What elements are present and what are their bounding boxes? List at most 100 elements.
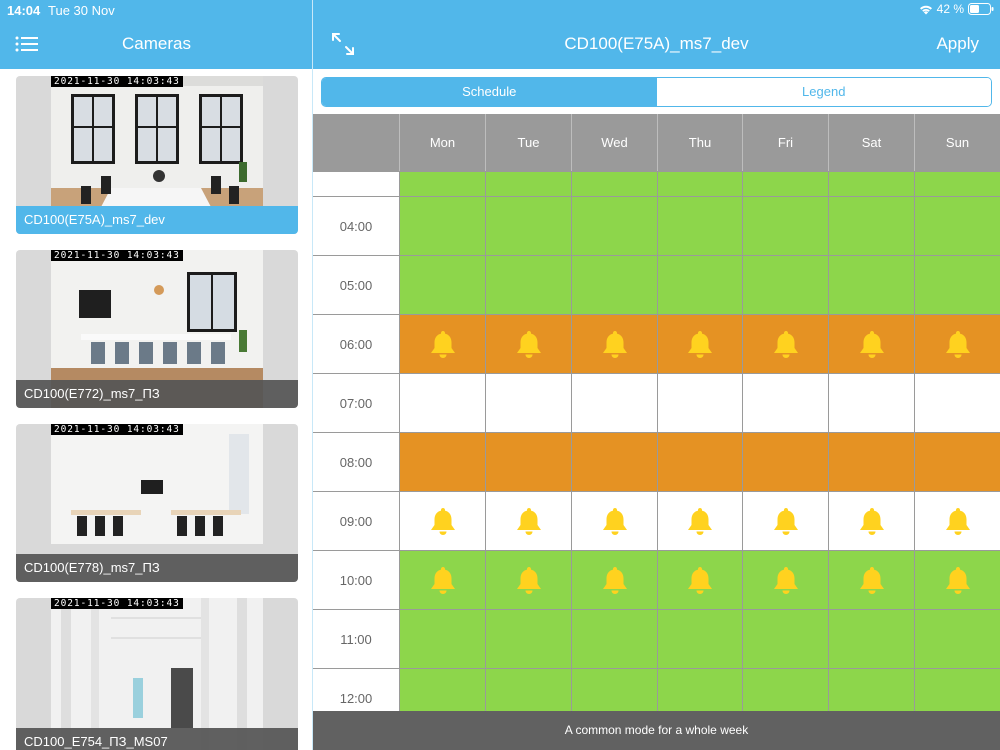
schedule-cell[interactable]: [399, 196, 485, 255]
schedule-pane: 42 % CD100(E75A)_ms7_dev Apply Schedule …: [313, 0, 1000, 750]
schedule-cell[interactable]: [657, 432, 742, 491]
time-label: 08:00: [313, 432, 399, 491]
schedule-cell[interactable]: [657, 314, 742, 373]
schedule-cell[interactable]: [742, 255, 828, 314]
schedule-cell[interactable]: [485, 609, 571, 668]
schedule-cell[interactable]: [742, 550, 828, 609]
schedule-cell[interactable]: [571, 314, 657, 373]
schedule-cell[interactable]: [742, 373, 828, 432]
battery-percent: 42 %: [936, 2, 964, 16]
schedule-cell[interactable]: [914, 550, 1000, 609]
schedule-cell[interactable]: [485, 255, 571, 314]
schedule-cell[interactable]: [485, 171, 571, 196]
schedule-cell[interactable]: [914, 668, 1000, 711]
schedule-cell[interactable]: [914, 314, 1000, 373]
schedule-cell[interactable]: [657, 255, 742, 314]
schedule-cell[interactable]: [399, 609, 485, 668]
list-icon[interactable]: [15, 36, 39, 52]
schedule-cell[interactable]: [657, 491, 742, 550]
schedule-cell[interactable]: [485, 314, 571, 373]
schedule-cell[interactable]: [742, 196, 828, 255]
bell-icon: [859, 567, 884, 594]
schedule-cell[interactable]: [571, 255, 657, 314]
camera-card[interactable]: 2021-11-30 14:03:43 CD100(E772)_ms7_ПЗ: [16, 250, 298, 408]
weekly-mode-button[interactable]: A common mode for a whole week: [313, 711, 1000, 750]
schedule-cell[interactable]: [828, 255, 914, 314]
schedule-cell[interactable]: [657, 609, 742, 668]
schedule-cell[interactable]: [828, 609, 914, 668]
schedule-cell[interactable]: [828, 314, 914, 373]
wifi-icon: [919, 5, 932, 14]
schedule-cell[interactable]: [828, 171, 914, 196]
schedule-cell[interactable]: [828, 550, 914, 609]
schedule-cell[interactable]: [485, 432, 571, 491]
camera-card[interactable]: 2021-11-30 14:03:43 CD100(E778)_ms7_ПЗ: [16, 424, 298, 582]
bell-icon: [602, 508, 627, 535]
schedule-cell[interactable]: [399, 373, 485, 432]
schedule-cell[interactable]: [914, 171, 1000, 196]
schedule-cell[interactable]: [399, 668, 485, 711]
schedule-cell[interactable]: [657, 550, 742, 609]
bell-icon: [516, 331, 541, 358]
schedule-cell[interactable]: [399, 491, 485, 550]
schedule-cell[interactable]: [828, 668, 914, 711]
time-label: 05:00: [313, 255, 399, 314]
time-label: 04:00: [313, 196, 399, 255]
schedule-cell[interactable]: [914, 609, 1000, 668]
schedule-cell[interactable]: [571, 491, 657, 550]
schedule-cell[interactable]: [571, 668, 657, 711]
bell-icon: [859, 508, 884, 535]
schedule-cell[interactable]: [914, 196, 1000, 255]
schedule-cell[interactable]: [828, 196, 914, 255]
schedule-cell[interactable]: [399, 314, 485, 373]
schedule-cell[interactable]: [914, 373, 1000, 432]
schedule-cell[interactable]: [485, 550, 571, 609]
camera-card[interactable]: 2021-11-30 14:03:43 CD100_E754_ПЗ_MS07: [16, 598, 298, 750]
schedule-cell[interactable]: [399, 171, 485, 196]
schedule-cell[interactable]: [571, 171, 657, 196]
schedule-cell[interactable]: [657, 373, 742, 432]
schedule-cell[interactable]: [571, 609, 657, 668]
schedule-cell[interactable]: [657, 196, 742, 255]
schedule-cell[interactable]: [657, 668, 742, 711]
schedule-cell[interactable]: [571, 550, 657, 609]
bell-icon: [602, 567, 627, 594]
day-header-row: Mon Tue Wed Thu Fri Sat Sun: [313, 114, 1000, 171]
schedule-cell[interactable]: [399, 255, 485, 314]
schedule-cell[interactable]: [828, 373, 914, 432]
schedule-cell[interactable]: [742, 609, 828, 668]
schedule-cell[interactable]: [485, 668, 571, 711]
schedule-cell[interactable]: [914, 491, 1000, 550]
schedule-cell[interactable]: [399, 432, 485, 491]
schedule-cell[interactable]: [571, 196, 657, 255]
schedule-cell[interactable]: [914, 432, 1000, 491]
schedule-cell[interactable]: [914, 255, 1000, 314]
schedule-cell[interactable]: [571, 432, 657, 491]
schedule-cell[interactable]: [828, 432, 914, 491]
expand-arrows-icon[interactable]: [331, 32, 355, 56]
schedule-cell[interactable]: [571, 373, 657, 432]
time-label: [313, 171, 399, 196]
schedule-cell[interactable]: [742, 432, 828, 491]
camera-card[interactable]: 2021-11-30 14:03:43 CD100(E75A)_ms7_dev: [16, 76, 298, 234]
status-time: 14:04: [7, 3, 41, 18]
time-label: 07:00: [313, 373, 399, 432]
bell-icon: [945, 508, 970, 535]
camera-name: CD100_E754_ПЗ_MS07: [16, 728, 298, 750]
apply-button[interactable]: Apply: [936, 34, 979, 53]
day-header: Fri: [742, 114, 828, 171]
tab-legend[interactable]: Legend: [656, 78, 991, 106]
schedule-cell[interactable]: [485, 491, 571, 550]
schedule-cell[interactable]: [742, 668, 828, 711]
schedule-cell[interactable]: [485, 373, 571, 432]
tab-schedule[interactable]: Schedule: [322, 78, 657, 106]
schedule-cell[interactable]: [742, 491, 828, 550]
schedule-cell[interactable]: [742, 314, 828, 373]
camera-name: CD100(E772)_ms7_ПЗ: [16, 380, 298, 408]
schedule-cell[interactable]: [657, 171, 742, 196]
schedule-cell[interactable]: [485, 196, 571, 255]
schedule-cell[interactable]: [828, 491, 914, 550]
schedule-cell[interactable]: [399, 550, 485, 609]
schedule-cell[interactable]: [742, 171, 828, 196]
time-label: 06:00: [313, 314, 399, 373]
